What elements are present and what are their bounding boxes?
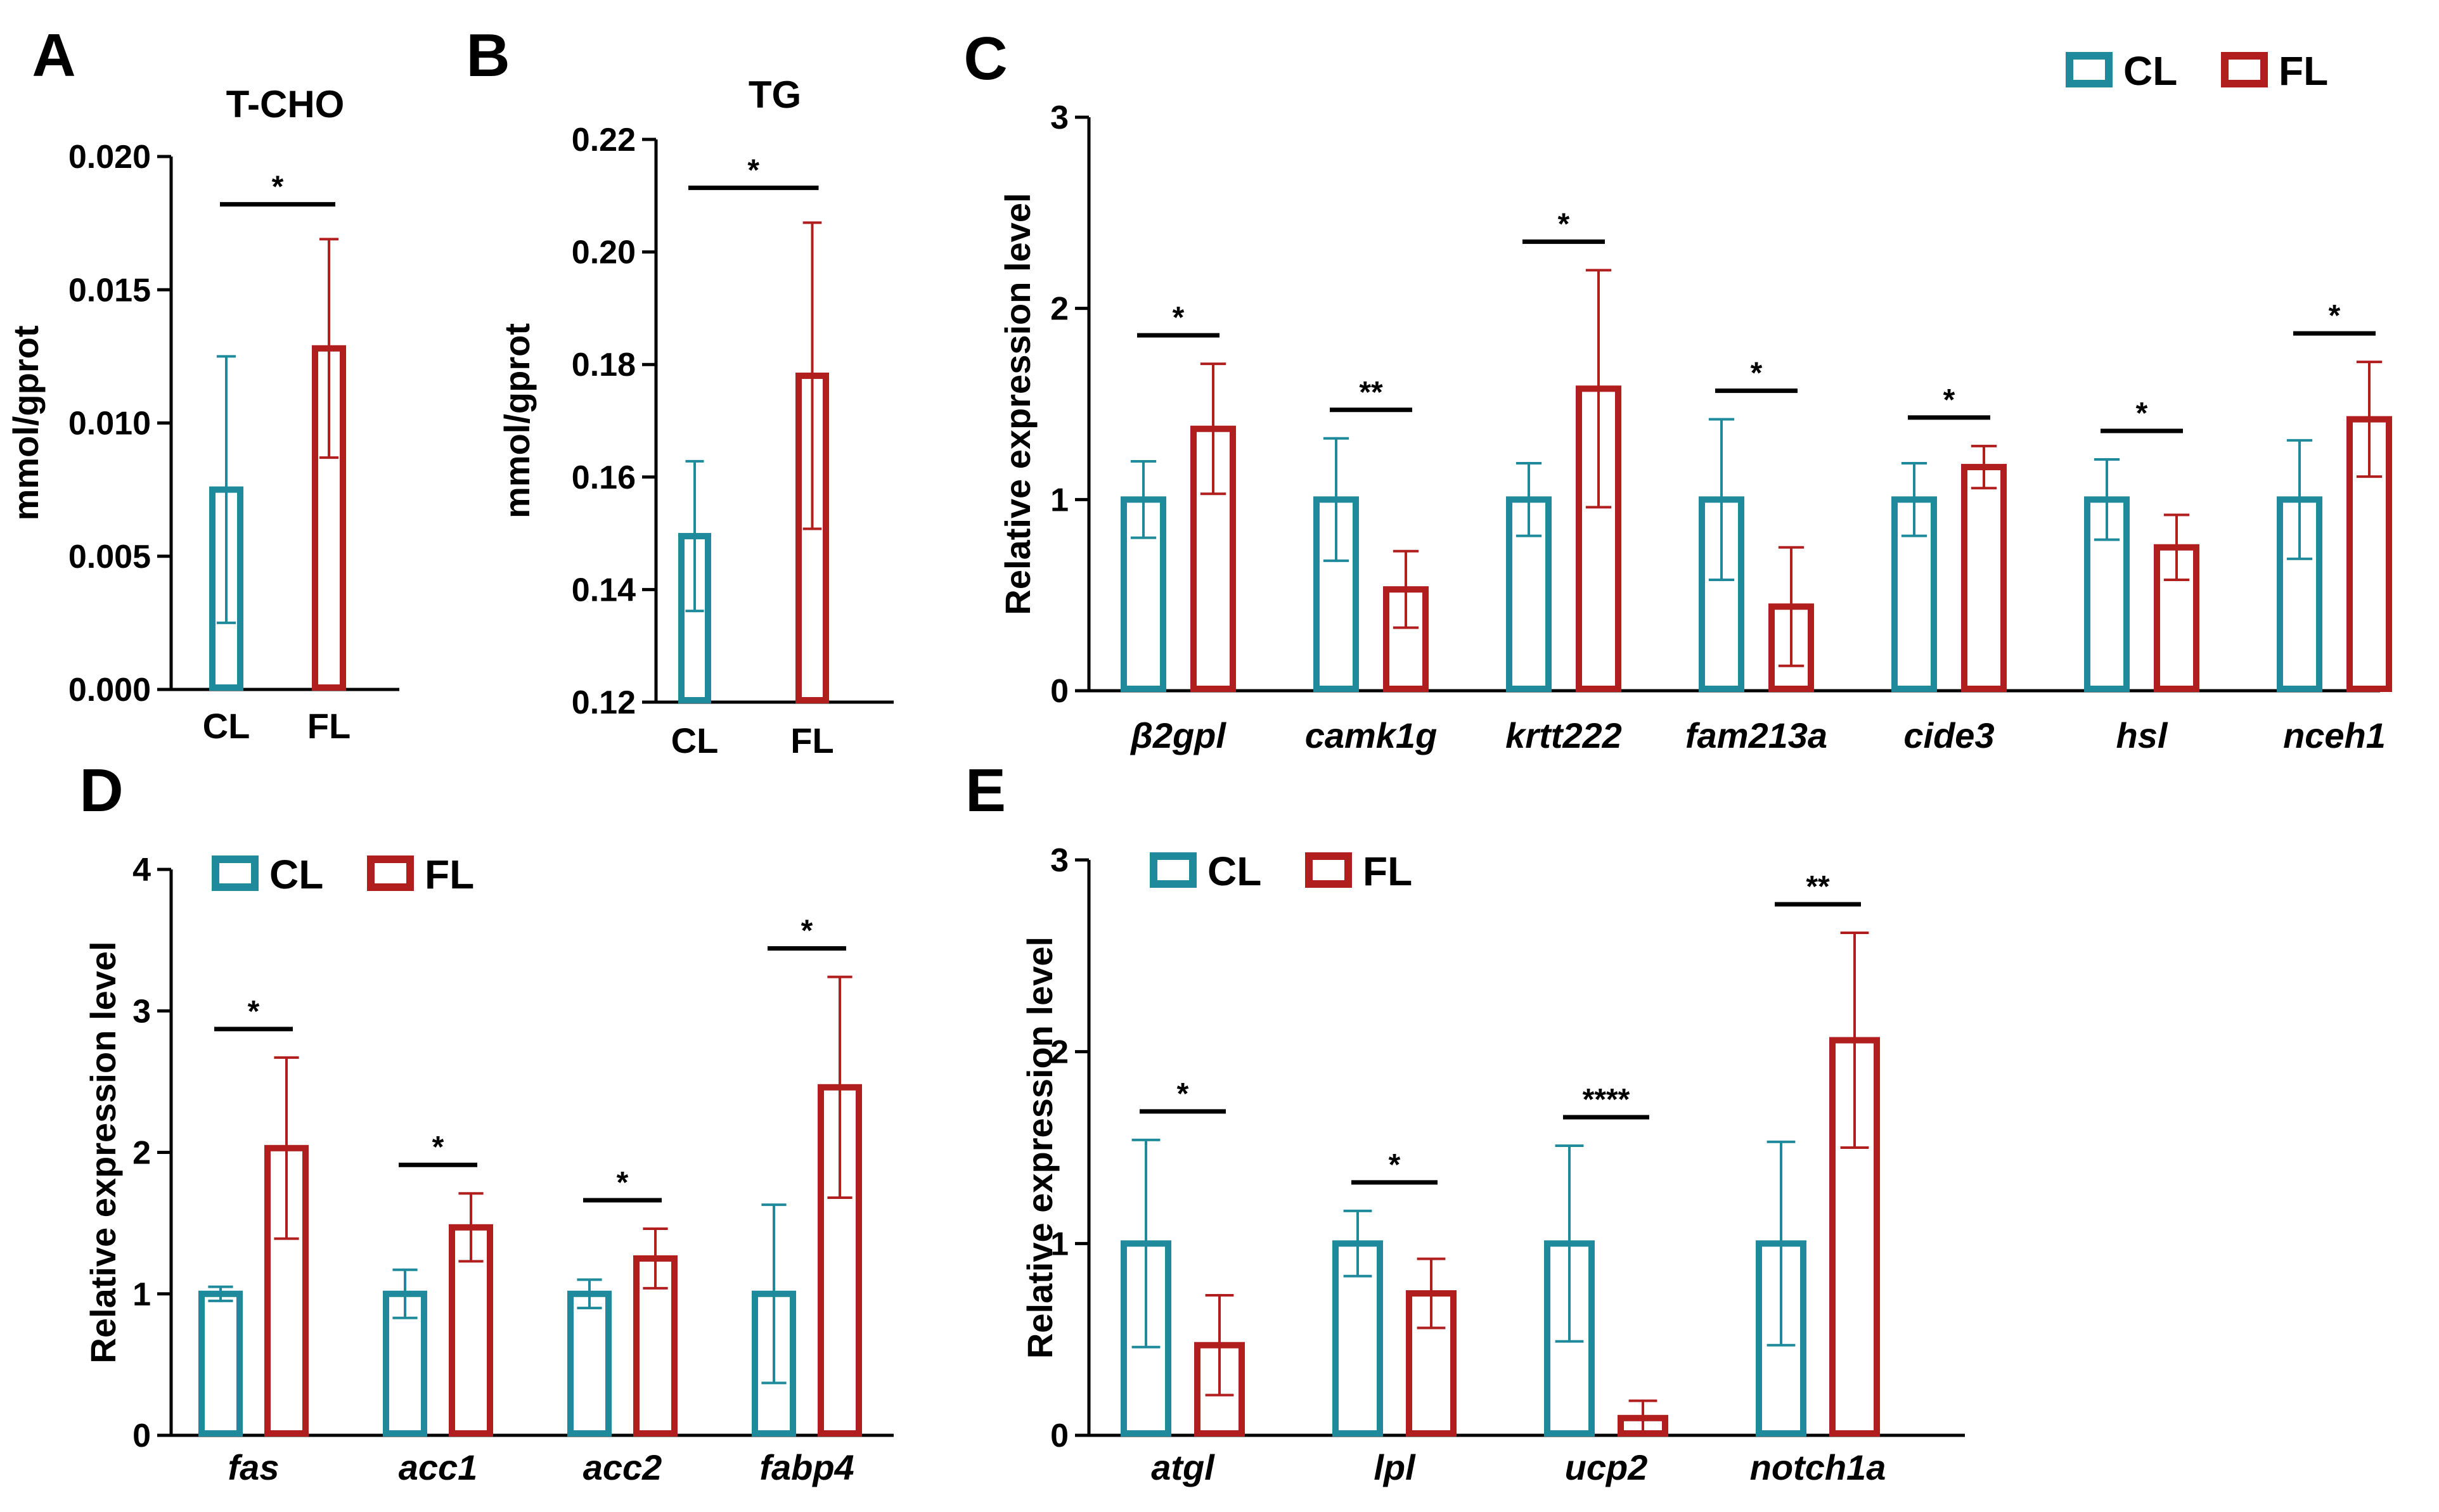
x-category-label: atgl	[1151, 1447, 1215, 1487]
y-axis-label: mmol/gprot	[497, 323, 537, 518]
legend-swatch-cl	[1150, 852, 1197, 888]
x-category-label: cide3	[1903, 715, 1994, 755]
panel-c: C 0 1 2 3 Relative expression level β2gpl camk1…	[963, 25, 2392, 755]
legend-label-fl: FL	[2279, 48, 2328, 94]
x-category-label: CL	[671, 721, 719, 760]
y-tick-label: 2	[132, 1135, 151, 1172]
legend-label-fl: FL	[1363, 849, 1412, 894]
panel-b: B TG 0.12 0.14 0.16 0.18 0.20 0.22 mmol/gprot CL F…	[466, 22, 894, 760]
y-tick-label: 1	[1050, 482, 1069, 518]
panel-letter: E	[965, 757, 1006, 824]
panel-e: E 0 1 2 3 Relative expression level atgl lpl ucp…	[965, 757, 1965, 1487]
y-tick-label: 0.14	[572, 572, 636, 608]
x-category-label: nceh1	[2283, 715, 2386, 755]
legend: CL FL	[2066, 48, 2328, 94]
significance-label: *	[248, 995, 260, 1028]
x-category-label: β2gpl	[1129, 715, 1226, 755]
x-category-label: acc1	[399, 1447, 478, 1487]
significance-label: *	[1173, 301, 1185, 335]
y-tick-label: 0.020	[68, 139, 151, 176]
legend-swatch-fl	[1305, 852, 1352, 888]
significance-label: *	[1558, 207, 1570, 241]
x-category-label: lpl	[1374, 1447, 1416, 1487]
y-axis-label: Relative expression level	[998, 193, 1038, 615]
x-category-label: fas	[228, 1447, 280, 1487]
x-category-label: FL	[307, 706, 351, 746]
x-category-label: ucp2	[1565, 1447, 1648, 1487]
y-tick-label: 1	[1050, 1226, 1069, 1262]
x-category-label: hsl	[2116, 715, 2168, 755]
bar-fl	[1961, 464, 2007, 692]
panel-a: A T-CHO 0.000 0.005 0.010 0.015 0.020 mmol/gpro…	[6, 22, 399, 746]
y-tick-label: 0.12	[572, 684, 636, 721]
y-tick-label: 0.18	[572, 347, 636, 383]
y-axis-label: mmol/gprot	[6, 326, 46, 521]
x-category-label: fabp4	[759, 1447, 854, 1487]
bar-cl	[567, 1290, 612, 1437]
legend-swatch-cl	[2066, 52, 2113, 87]
y-tick-label: 0.22	[572, 122, 636, 158]
bar-cl	[198, 1290, 243, 1437]
y-tick-label: 0.20	[572, 234, 636, 271]
x-category-label: CL	[203, 706, 250, 746]
legend-label-cl: CL	[1207, 849, 1261, 894]
significance-label: *	[432, 1131, 444, 1164]
y-axis-label: Relative expression level	[1020, 937, 1060, 1359]
significance-label: *	[1943, 383, 1955, 417]
x-category-label: krtt222	[1505, 715, 1622, 755]
legend-swatch-fl	[2221, 52, 2268, 87]
panel-d: D 0 1 2 3 4 Relative expression level fas acc1 ac…	[79, 757, 894, 1487]
significance-label: *	[1389, 1148, 1401, 1182]
y-tick-label: 1	[132, 1276, 151, 1313]
legend-label-cl: CL	[2123, 48, 2177, 94]
x-category-label: acc2	[583, 1447, 662, 1487]
y-tick-label: 0	[1050, 673, 1069, 710]
significance-label: *	[2136, 397, 2148, 430]
legend-swatch-fl	[367, 855, 414, 891]
y-axis-label: Relative expression level	[83, 941, 123, 1363]
significance-label: *	[801, 914, 813, 948]
y-tick-label: 4	[132, 852, 151, 888]
y-tick-label: 3	[1050, 99, 1069, 136]
panel-letter: B	[466, 22, 510, 89]
panel-letter: A	[32, 22, 75, 89]
y-tick-label: 2	[1050, 291, 1069, 328]
significance-label: *	[1751, 357, 1763, 390]
significance-label: *	[747, 153, 759, 187]
significance-label: *	[1177, 1077, 1189, 1111]
x-category-label: fam213a	[1685, 715, 1827, 755]
chart-title: TG	[749, 74, 801, 116]
y-tick-label: 0.000	[68, 672, 151, 708]
significance-label: **	[1359, 376, 1383, 409]
legend: CL FL	[1150, 849, 1412, 894]
significance-label: **	[1806, 870, 1830, 904]
chart-title: T-CHO	[226, 83, 345, 125]
legend-swatch-cl	[212, 855, 259, 891]
x-category-label: FL	[790, 721, 833, 760]
x-category-label: notch1a	[1750, 1447, 1886, 1487]
significance-label: *	[2329, 299, 2341, 333]
legend: CL FL	[212, 852, 474, 897]
y-tick-label: 3	[132, 993, 151, 1030]
significance-label: *	[272, 170, 284, 203]
y-tick-label: 0	[1050, 1418, 1069, 1454]
y-tick-label: 0.16	[572, 459, 636, 496]
y-tick-label: 0.005	[68, 539, 151, 575]
y-tick-label: 3	[1050, 842, 1069, 879]
y-tick-label: 0	[132, 1418, 151, 1454]
legend-label-fl: FL	[425, 852, 474, 897]
y-tick-label: 2	[1050, 1034, 1069, 1071]
panel-letter: C	[963, 25, 1007, 93]
y-tick-label: 0.010	[68, 406, 151, 442]
significance-label: ****	[1583, 1083, 1630, 1117]
panel-letter: D	[79, 757, 123, 824]
significance-label: *	[617, 1166, 629, 1200]
y-tick-label: 0.015	[68, 272, 151, 309]
legend-label-cl: CL	[269, 852, 323, 897]
x-category-label: camk1g	[1305, 715, 1438, 755]
